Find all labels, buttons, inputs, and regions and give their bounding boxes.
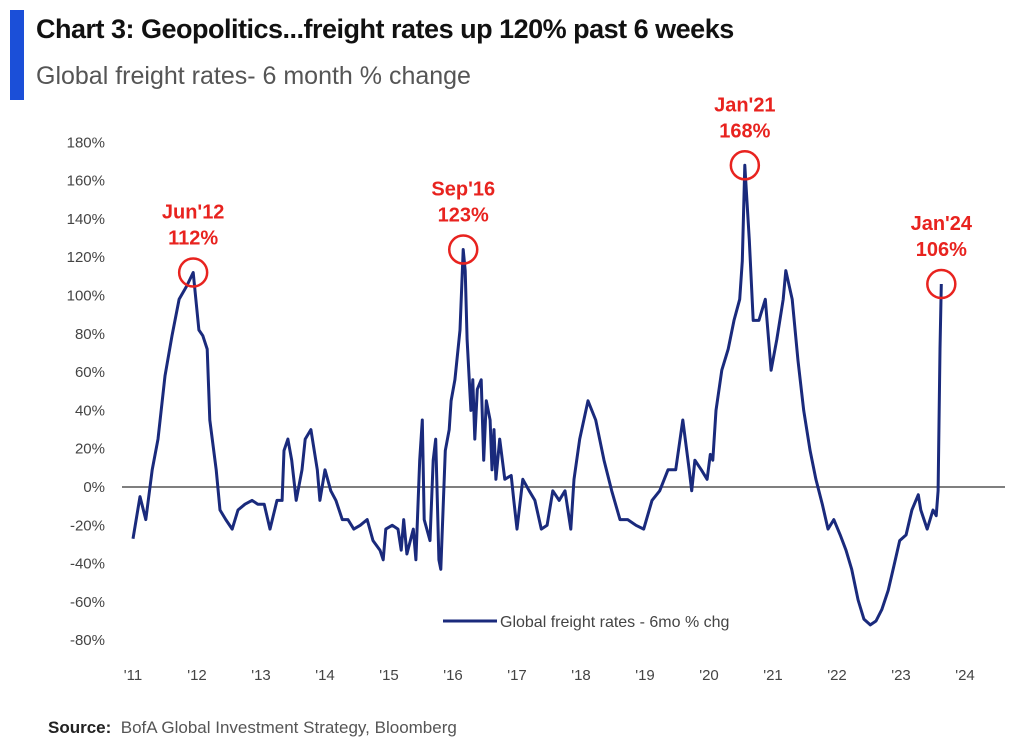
y-tick-label: 160% xyxy=(67,173,105,190)
x-tick-label: '18 xyxy=(571,667,591,684)
x-tick-label: '17 xyxy=(507,667,527,684)
x-tick-label: '16 xyxy=(443,667,463,684)
y-tick-label: -40% xyxy=(70,556,105,573)
annotation-circle xyxy=(447,234,479,265)
x-tick-label: '21 xyxy=(763,667,783,684)
x-tick-label: '24 xyxy=(955,667,975,684)
annotation-value: 112% xyxy=(168,228,218,250)
accent-bar xyxy=(10,10,24,100)
y-tick-label: 80% xyxy=(75,326,105,343)
y-tick-label: -60% xyxy=(70,594,105,611)
y-tick-label: -80% xyxy=(70,632,105,649)
series-line-global-freight-rates xyxy=(131,163,943,627)
y-tick-label: 0% xyxy=(83,479,105,496)
annotation-label: Jun'12 xyxy=(162,202,225,224)
annotation-label: Jan'24 xyxy=(911,213,973,235)
x-tick-label: '23 xyxy=(891,667,911,684)
x-tick-label: '11 xyxy=(124,667,142,684)
x-tick-label: '14 xyxy=(315,667,335,684)
source-note: Source: BofA Global Investment Strategy,… xyxy=(48,718,457,738)
chart-title: Chart 3: Geopolitics...freight rates up … xyxy=(36,14,734,44)
x-tick-label: '19 xyxy=(635,667,655,684)
annotation-value: 106% xyxy=(916,239,967,261)
y-tick-label: 140% xyxy=(67,211,105,228)
x-tick-label: '13 xyxy=(251,667,271,684)
x-tick-label: '20 xyxy=(699,667,719,684)
y-tick-label: 120% xyxy=(67,249,105,266)
annotation-value: 168% xyxy=(719,120,770,142)
x-tick-label: '15 xyxy=(379,667,399,684)
x-tick-label: '12 xyxy=(187,667,207,684)
annotation-label: Jan'21 xyxy=(714,94,775,116)
y-tick-label: 20% xyxy=(75,441,105,458)
source-label: Source: xyxy=(48,718,112,737)
y-tick-label: 40% xyxy=(75,402,105,419)
x-tick-label: '22 xyxy=(827,667,847,684)
legend-label: Global freight rates - 6mo % chg xyxy=(500,614,729,631)
source-text: BofA Global Investment Strategy, Bloombe… xyxy=(120,718,457,737)
y-tick-label: 180% xyxy=(67,134,105,151)
y-tick-label: 100% xyxy=(67,288,105,305)
y-tick-label: -20% xyxy=(70,517,105,534)
annotation-circle xyxy=(926,268,957,300)
chart-subtitle: Global freight rates- 6 month % change xyxy=(36,62,471,90)
annotation-circle xyxy=(729,150,761,181)
y-tick-label: 60% xyxy=(75,364,105,381)
annotation-circle xyxy=(177,257,209,288)
annotation-value: 123% xyxy=(438,205,489,227)
annotation-label: Sep'16 xyxy=(431,179,495,201)
